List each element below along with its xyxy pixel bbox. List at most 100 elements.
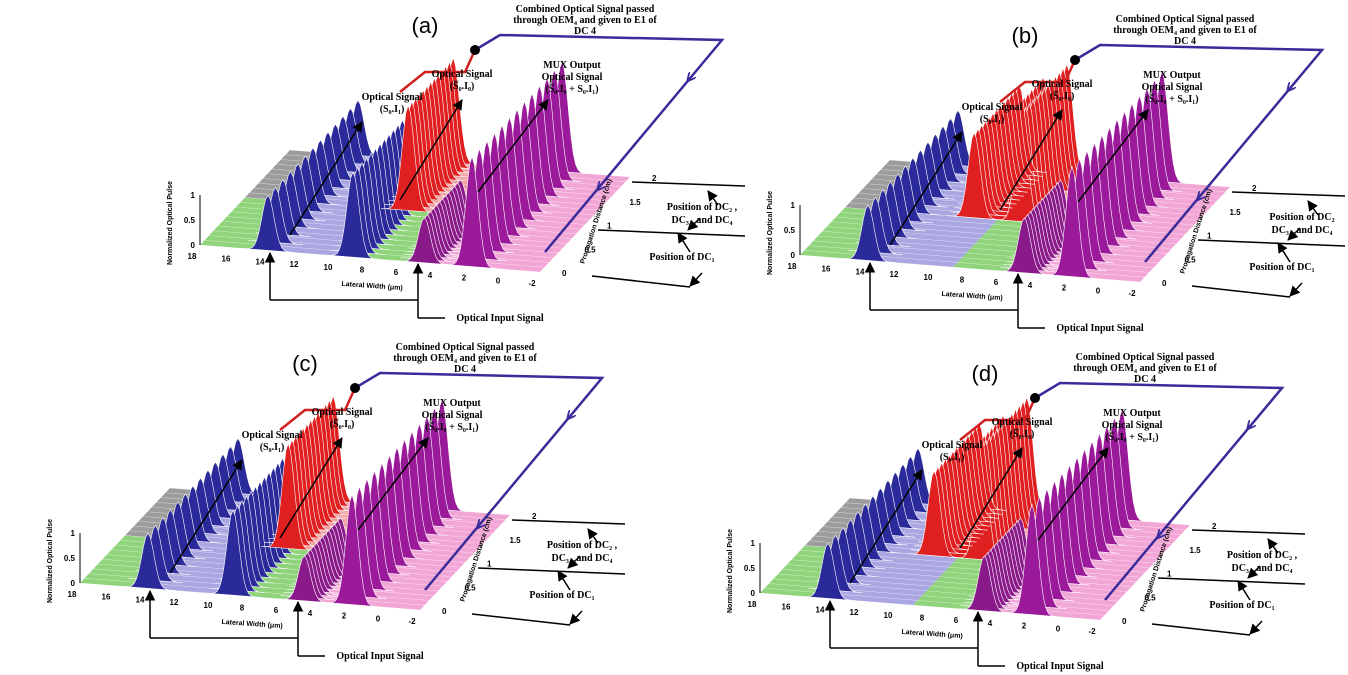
annotation-text: 0.5 <box>585 245 597 254</box>
annotation-text: Optical Signal <box>922 440 983 451</box>
annotation-text: 0.5 <box>1185 255 1197 264</box>
pulse <box>260 442 316 551</box>
annotation-text: Optical Input Signal <box>1016 661 1103 672</box>
signal-path-arrow <box>690 65 701 78</box>
connector <box>1151 623 1251 636</box>
connector <box>477 567 626 575</box>
connector <box>1267 538 1279 554</box>
junction <box>1070 55 1080 65</box>
pulse <box>957 555 1012 614</box>
connector <box>999 109 1063 211</box>
annotation-text: Optical Signal <box>962 102 1023 113</box>
annotation-text: Optical Signal <box>242 430 303 441</box>
annotation-text: 10 <box>924 273 933 282</box>
signal-path <box>279 387 357 431</box>
annotation-text: 0 <box>496 276 501 285</box>
annotation-text: 8 <box>960 276 965 285</box>
annotation-text: 6 <box>274 606 279 615</box>
annotation-text: Combined Optical Signal passed <box>396 342 535 353</box>
connector <box>631 181 746 187</box>
annotation-text: 2 <box>1022 622 1027 631</box>
signal-path <box>1074 43 1325 263</box>
annotation-text: Combined Optical Signal passed <box>1116 14 1255 25</box>
connector <box>1277 242 1291 263</box>
annotation-text: 14 <box>856 267 865 276</box>
annotation-text: Optical Signal <box>362 92 423 103</box>
annotation-text: 2 <box>1252 184 1257 193</box>
connector <box>1247 565 1261 579</box>
annotation-text: 8 <box>360 266 365 275</box>
annotation-text: Normalized Optical Pulse <box>727 529 734 613</box>
connector <box>1191 285 1291 298</box>
annotation-text: 1 <box>1167 570 1172 579</box>
signal-path <box>999 59 1077 103</box>
annotation-text: Lateral Width (μm) <box>901 629 963 640</box>
connector <box>587 528 599 544</box>
annotation-text: 1 <box>791 201 796 210</box>
junction <box>1030 393 1040 403</box>
connector <box>591 275 691 288</box>
annotation-text: Normalized Optical Pulse <box>47 519 54 603</box>
annotation-text: 18 <box>788 262 797 271</box>
annotation-text: Optical Signal <box>312 407 373 418</box>
signal-path-arrow <box>1200 184 1211 197</box>
signal-path-arrow <box>1290 75 1301 88</box>
annotation-text: 1.5 <box>1230 208 1242 217</box>
annotation-text: 14 <box>136 595 145 604</box>
connector <box>1231 191 1346 197</box>
annotation-text: -2 <box>1128 289 1136 298</box>
annotation-text: -2 <box>408 617 416 626</box>
annotation-text: 1.5 <box>510 536 522 545</box>
annotation-text: 8 <box>920 614 925 623</box>
annotation-text: 2 <box>532 512 537 521</box>
annotation-text: -2 <box>528 279 536 288</box>
pulse <box>997 217 1052 276</box>
annotation-text: 1.5 <box>1190 546 1202 555</box>
annotation-text: 0 <box>442 607 447 616</box>
annotation-text: 2 <box>342 612 347 621</box>
signal-path-arrow <box>570 403 581 416</box>
annotation-text: 10 <box>204 601 213 610</box>
connector <box>687 217 701 231</box>
annotation-text: 10 <box>324 263 333 272</box>
annotation-text: Optical Input Signal <box>456 313 543 324</box>
annotation-text: Optical Signal <box>1102 420 1163 431</box>
annotation-text: (S₀.I₁) <box>980 114 1005 125</box>
annotation-text: Optical Input Signal <box>1056 323 1143 334</box>
connector <box>357 437 429 531</box>
connector <box>1077 109 1149 203</box>
annotation-text: DC 4 <box>1134 374 1156 385</box>
signal-path <box>399 49 477 93</box>
annotation-text: 0.5 <box>465 583 477 592</box>
annotation-text: 8 <box>240 604 245 613</box>
pulse <box>946 131 1002 221</box>
annotation-text: DC₃ , and DC₄ <box>551 553 612 564</box>
annotation-text: (d) <box>972 361 999 386</box>
annotation-text: through OEM₄ and given to E1 of <box>393 353 537 364</box>
pulse <box>444 155 500 270</box>
connector <box>689 272 703 287</box>
connector <box>471 613 571 626</box>
annotation-text: (S̅₀.I₀) <box>1050 91 1075 102</box>
connector <box>569 610 583 625</box>
annotation-text: (S̅₀.I₀ + S₀.I₁) <box>1145 94 1198 105</box>
annotation-text: Normalized Optical Pulse <box>767 191 774 275</box>
annotation-text: 2 <box>652 174 657 183</box>
annotation-text: Optical Signal <box>1032 79 1093 90</box>
annotation-text: 16 <box>822 265 831 274</box>
annotation-text: through OEM₄ and given to E1 of <box>1113 25 1257 36</box>
junction <box>350 383 360 393</box>
annotation-text: 16 <box>782 603 791 612</box>
annotation-text: 0.5 <box>784 226 796 235</box>
connector <box>169 459 243 574</box>
connector <box>557 570 571 591</box>
annotation-text: 10 <box>884 611 893 620</box>
annotation-text: DC₃ , and DC₄ <box>1231 563 1292 574</box>
annotation-text: Normalized Optical Pulse <box>167 181 174 265</box>
annotation-text: Position of DC₁ <box>1209 600 1274 611</box>
pulse <box>325 171 381 260</box>
annotation-text: Position of DC₂ <box>1269 212 1334 223</box>
pulse <box>205 509 261 598</box>
annotation-text: -2 <box>1088 627 1096 636</box>
pulse <box>397 217 452 266</box>
